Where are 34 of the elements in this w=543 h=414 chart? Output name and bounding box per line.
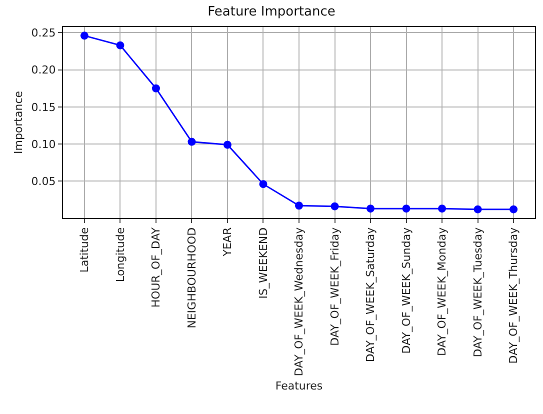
y-tick-label: 0.10 (31, 138, 56, 151)
point (438, 204, 446, 213)
point (116, 41, 124, 50)
y-tick-label: 0.25 (31, 26, 56, 40)
chart-title: Feature Importance (208, 4, 336, 20)
point (223, 140, 232, 149)
point (402, 204, 410, 213)
x-tick-label: Longitude (114, 227, 127, 282)
x-tick-label: Latitude (78, 227, 92, 273)
x-tick-label: YEAR (221, 227, 234, 258)
point (80, 32, 88, 40)
x-tick-label: DAY_OF_WEEK_Saturday (364, 226, 378, 362)
point (152, 84, 160, 92)
point (510, 205, 518, 214)
point (259, 180, 268, 188)
x-tick-label: HOUR_OF_DAY (150, 227, 163, 308)
x-tick-label: DAY_OF_WEEK_Thursday (507, 226, 520, 364)
y-tick-label: 0.15 (31, 100, 56, 114)
point (295, 202, 303, 210)
x-tick-label: DAY_OF_WEEK_Monday (436, 226, 449, 356)
x-tick-label: DAY_OF_WEEK_Wednesday (292, 226, 306, 376)
y-tick-label: 0.20 (31, 64, 56, 77)
x-tick-label: NEIGHBOURHOOD (185, 227, 198, 328)
y-axis-title: Importance (12, 90, 25, 154)
point (330, 202, 339, 210)
x-tick-label: DAY_OF_WEEK_Tuesday (471, 226, 484, 358)
x-tick-label: IS_WEEKEND (256, 227, 270, 299)
x-tick-label: DAY_OF_WEEK_Friday (328, 226, 342, 346)
point (474, 205, 482, 214)
x-axis-title: Features (275, 379, 323, 392)
point (366, 204, 375, 213)
point (188, 138, 196, 146)
y-tick-label: 0.05 (31, 174, 56, 188)
x-tick-label: DAY_OF_WEEK_Sunday (400, 226, 413, 354)
